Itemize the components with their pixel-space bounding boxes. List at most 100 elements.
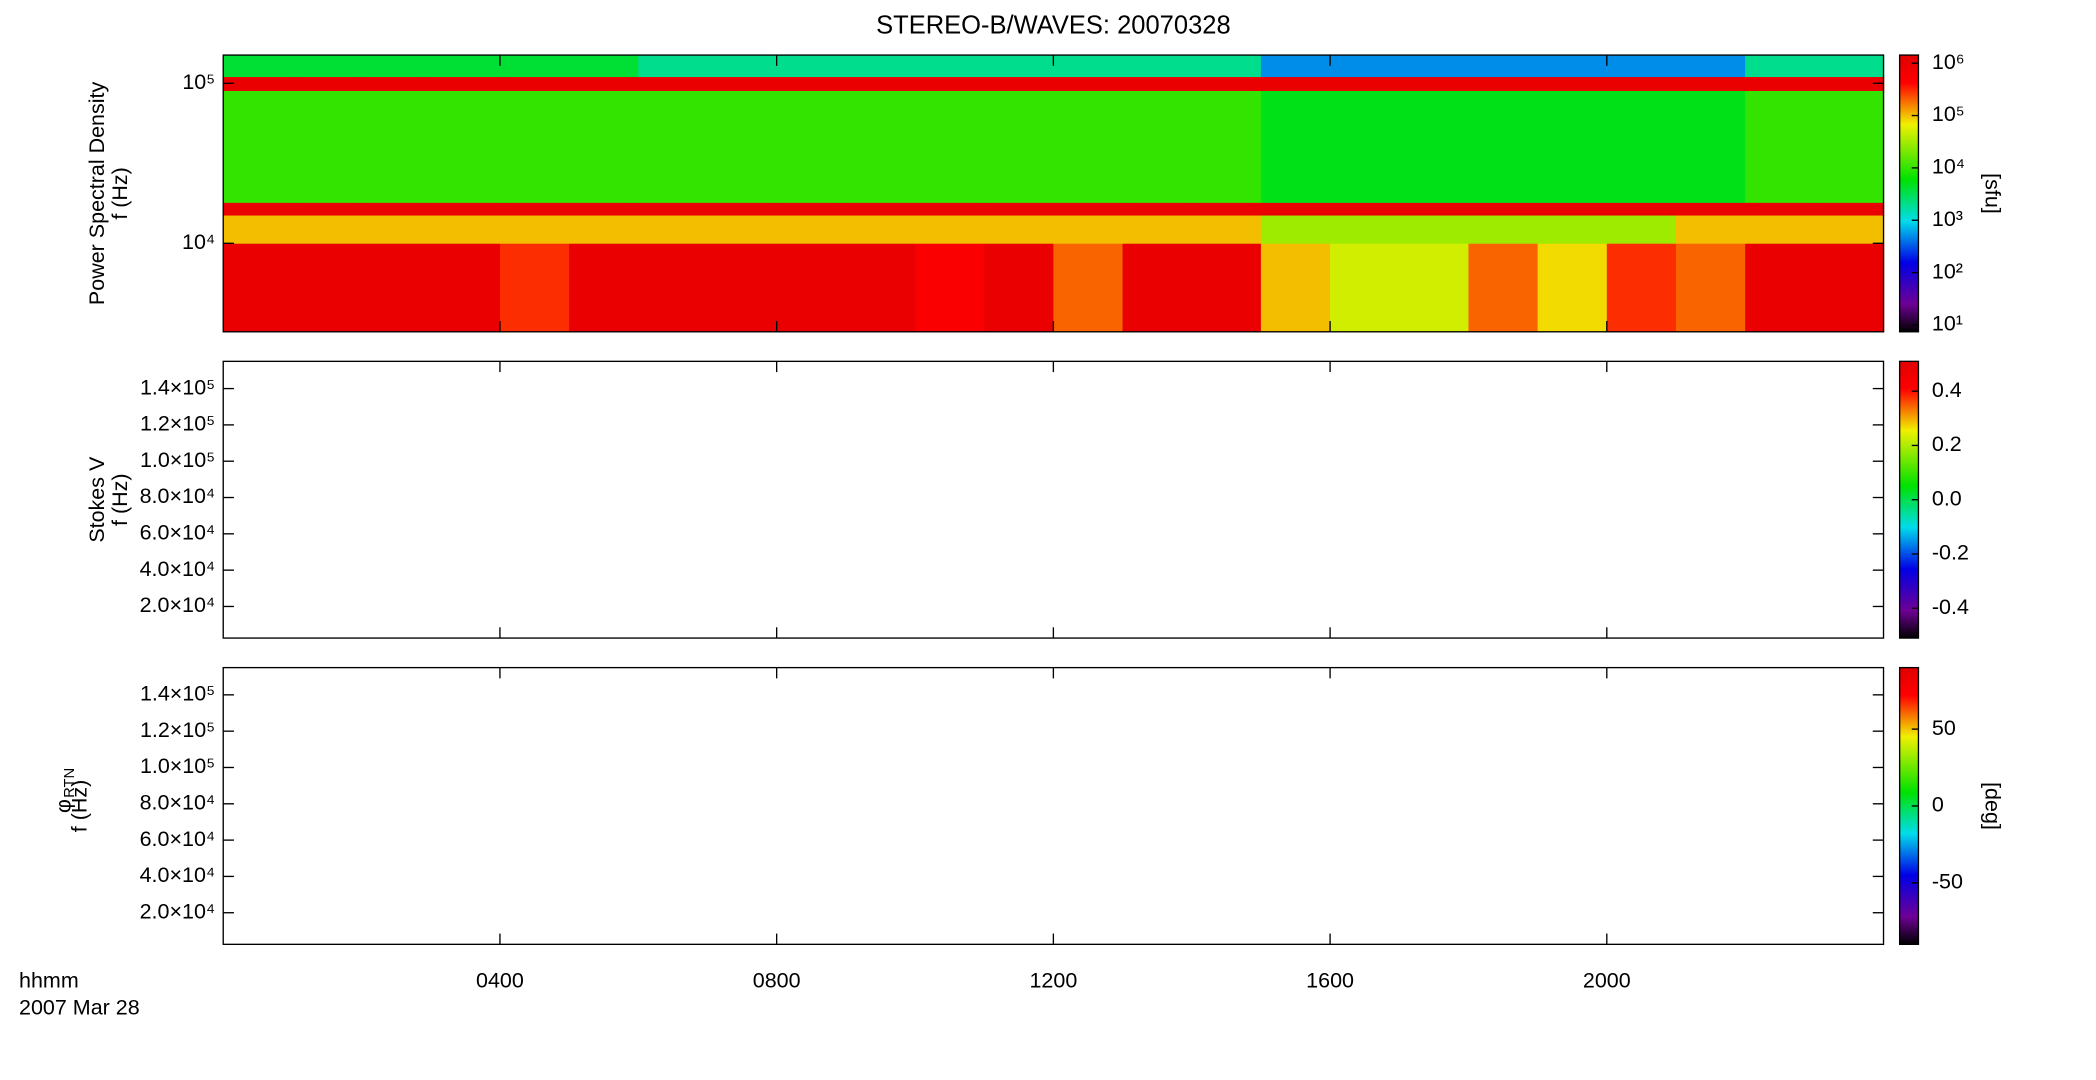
heatmap xyxy=(223,55,1885,333)
heatmap-cell xyxy=(1606,55,1677,78)
heatmap-cell xyxy=(1191,55,1262,78)
colorbar-tick-label: 50 xyxy=(1932,716,1956,740)
colorbar-tick-label: 0 xyxy=(1932,793,1944,817)
y-tick-label: 2.0×10⁴ xyxy=(140,899,216,923)
heatmap-cell xyxy=(1537,202,1608,216)
heatmap-cell xyxy=(223,243,294,333)
heatmap-cell xyxy=(430,55,501,78)
heatmap-cell xyxy=(499,243,570,333)
heatmap-cell xyxy=(1122,55,1193,78)
x-tick-label: 1600 xyxy=(1306,969,1354,993)
heatmap-cell xyxy=(984,215,1055,244)
colorbar-tick-label: 10⁵ xyxy=(1932,102,1965,126)
heatmap-cell xyxy=(845,202,916,216)
x-tick-label: 1200 xyxy=(1029,969,1077,993)
heatmap-cell xyxy=(1606,243,1677,333)
heatmap-cell xyxy=(1399,90,1470,203)
colorbar-tick-label: 10⁶ xyxy=(1932,50,1965,74)
heatmap-cell xyxy=(1191,243,1262,333)
heatmap-cell xyxy=(776,202,847,216)
colorbar-tick-label: -50 xyxy=(1932,870,1963,894)
heatmap-cell xyxy=(569,55,639,78)
heatmap-cell xyxy=(915,90,985,203)
heatmap-cell xyxy=(915,243,985,333)
heatmap-cell xyxy=(292,215,363,244)
heatmap-cell xyxy=(1191,202,1262,216)
y-tick-label: 10⁴ xyxy=(182,230,215,254)
heatmap-cell xyxy=(845,76,916,91)
heatmap-cell xyxy=(1122,243,1193,333)
heatmap-cell xyxy=(1260,90,1331,203)
heatmap-cell xyxy=(1745,243,1816,333)
y-tick-label: 4.0×10⁴ xyxy=(140,557,216,581)
y-axis-label: f (Hz) xyxy=(108,167,132,220)
colorbar-label: [sfu] xyxy=(1980,173,2004,214)
heatmap-cell xyxy=(1053,202,1124,216)
y-axis-label: φ xyxy=(51,799,75,813)
heatmap-cell xyxy=(430,76,501,91)
heatmap-cell xyxy=(1260,76,1331,91)
heatmap-cell xyxy=(845,215,916,244)
heatmap-cell xyxy=(569,76,639,91)
y-tick-label: 6.0×10⁴ xyxy=(140,521,216,545)
colorbar-tick-label: 0.4 xyxy=(1932,378,1962,402)
heatmap-cell xyxy=(1330,55,1400,78)
heatmap-cell xyxy=(984,243,1055,333)
y-tick-label: 1.4×10⁵ xyxy=(140,375,215,399)
plot-frame xyxy=(222,666,1885,945)
colorbar-tick-label: 0.0 xyxy=(1932,486,1962,510)
heatmap-cell xyxy=(915,76,985,91)
heatmap-cell xyxy=(638,243,709,333)
heatmap-cell xyxy=(1675,243,1746,333)
heatmap-cell xyxy=(1468,202,1539,216)
heatmap-cell xyxy=(776,55,847,78)
heatmap-cell xyxy=(707,215,778,244)
colorbar xyxy=(1898,54,1920,333)
heatmap-cell xyxy=(1260,243,1331,333)
heatmap-cell xyxy=(1606,90,1677,203)
heatmap-cell xyxy=(1468,243,1539,333)
x-tick-label: 0800 xyxy=(753,969,801,993)
heatmap-cell xyxy=(1053,215,1124,244)
y-axis-label: f (Hz) xyxy=(108,473,132,526)
colorbar-label: [deg] xyxy=(1980,782,2004,830)
chart-title: STEREO-B/WAVES: 20070328 xyxy=(876,12,1231,40)
heatmap-cell xyxy=(1399,55,1470,78)
y-axis-label-subscript: RTN xyxy=(62,768,78,798)
heatmap-cell xyxy=(292,55,363,78)
date-label: 2007 Mar 28 xyxy=(19,995,140,1019)
heatmap-cell xyxy=(1191,76,1262,91)
heatmap-cell xyxy=(1399,202,1470,216)
heatmap-cell xyxy=(845,55,916,78)
heatmap-cell xyxy=(361,243,432,333)
y-tick-label: 8.0×10⁴ xyxy=(140,790,216,814)
heatmap-cell xyxy=(1814,55,1885,78)
y-tick-label: 1.0×10⁵ xyxy=(140,754,215,778)
colorbar-tick-label: 10² xyxy=(1932,259,1963,283)
heatmap-cell xyxy=(984,55,1055,78)
heatmap-cell xyxy=(292,243,363,333)
heatmap-cell xyxy=(1675,76,1746,91)
heatmap-cell xyxy=(1814,243,1885,333)
heatmap-cell xyxy=(1468,90,1539,203)
y-axis-label: Power Spectral Density xyxy=(85,82,109,306)
heatmap-cell xyxy=(1399,243,1470,333)
plot-frame xyxy=(222,360,1885,639)
heatmap-cell xyxy=(292,202,363,216)
heatmap-cell xyxy=(984,90,1055,203)
heatmap-cell xyxy=(915,215,985,244)
heatmap-cell xyxy=(499,55,570,78)
heatmap-cell xyxy=(1814,90,1885,203)
heatmap-cell xyxy=(1537,55,1608,78)
heatmap-cell xyxy=(1468,55,1539,78)
heatmap-cell xyxy=(1122,202,1193,216)
heatmap-cell xyxy=(223,90,294,203)
heatmap-cell xyxy=(569,202,639,216)
heatmap-cell xyxy=(1330,243,1400,333)
heatmap-cell xyxy=(1675,215,1746,244)
heatmap-cell xyxy=(1675,90,1746,203)
heatmap-cell xyxy=(1191,215,1262,244)
heatmap-cell xyxy=(292,90,363,203)
heatmap-cell xyxy=(361,55,432,78)
